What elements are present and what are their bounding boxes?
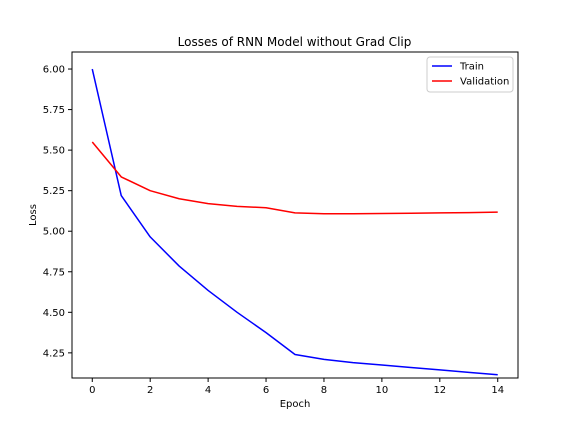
series-line-validation [91,141,498,215]
plot-area [71,51,519,379]
y-tick-label: 4.25 [43,348,65,359]
y-tick-label: 6.00 [43,65,65,76]
chart-title: Losses of RNN Model without Grad Clip [178,35,412,49]
y-axis: 4.25 4.50 4.75 5.00 5.25 5.50 5.75 6.00 [43,65,72,359]
x-axis-label: Epoch [280,399,311,410]
x-tick-label: 10 [376,385,389,396]
plot-frame [71,51,519,379]
x-tick-label: 8 [321,385,327,396]
y-tick-label: 4.75 [43,267,65,278]
x-tick-label: 6 [263,385,269,396]
legend-label-train: Train [459,62,484,73]
x-tick-label: 12 [433,385,446,396]
y-axis-label: Loss [28,204,39,226]
x-tick-label: 2 [147,385,153,396]
series-layer [91,68,498,376]
x-tick-label: 14 [491,385,504,396]
y-tick-label: 5.00 [43,227,65,238]
x-axis: 0 2 4 6 8 10 12 14 [89,378,504,396]
y-tick-label: 5.25 [43,186,65,197]
y-tick-label: 5.75 [43,105,65,116]
series-line-train [91,68,498,376]
x-tick-label: 4 [205,385,211,396]
legend-label-validation: Validation [460,77,509,88]
x-tick-label: 0 [89,385,95,396]
legend: Train Validation [426,56,514,93]
y-tick-label: 4.50 [43,308,65,319]
y-tick-label: 5.50 [43,146,65,157]
